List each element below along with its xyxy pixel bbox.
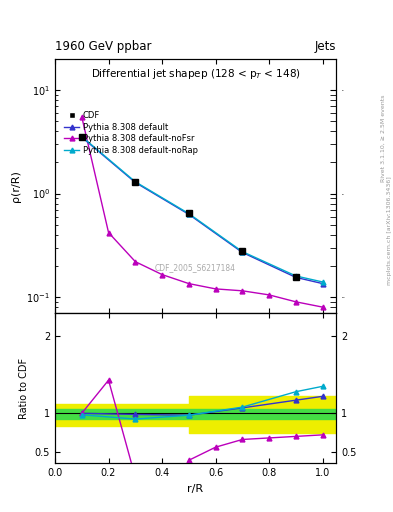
Text: Rivet 3.1.10, ≥ 2.5M events: Rivet 3.1.10, ≥ 2.5M events bbox=[381, 95, 386, 182]
Text: Differential jet shapep (128 < p$_T$ < 148): Differential jet shapep (128 < p$_T$ < 1… bbox=[91, 67, 300, 80]
Text: 1960 GeV ppbar: 1960 GeV ppbar bbox=[55, 40, 152, 53]
X-axis label: r/R: r/R bbox=[187, 484, 204, 494]
Text: Jets: Jets bbox=[314, 40, 336, 53]
Text: CDF_2005_S6217184: CDF_2005_S6217184 bbox=[155, 263, 236, 272]
Text: mcplots.cern.ch [arXiv:1306.3436]: mcplots.cern.ch [arXiv:1306.3436] bbox=[387, 176, 391, 285]
Legend: CDF, Pythia 8.308 default, Pythia 8.308 default-noFsr, Pythia 8.308 default-noRa: CDF, Pythia 8.308 default, Pythia 8.308 … bbox=[62, 109, 200, 157]
Y-axis label: Ratio to CDF: Ratio to CDF bbox=[19, 358, 29, 419]
Y-axis label: ρ(r/R): ρ(r/R) bbox=[11, 170, 21, 202]
